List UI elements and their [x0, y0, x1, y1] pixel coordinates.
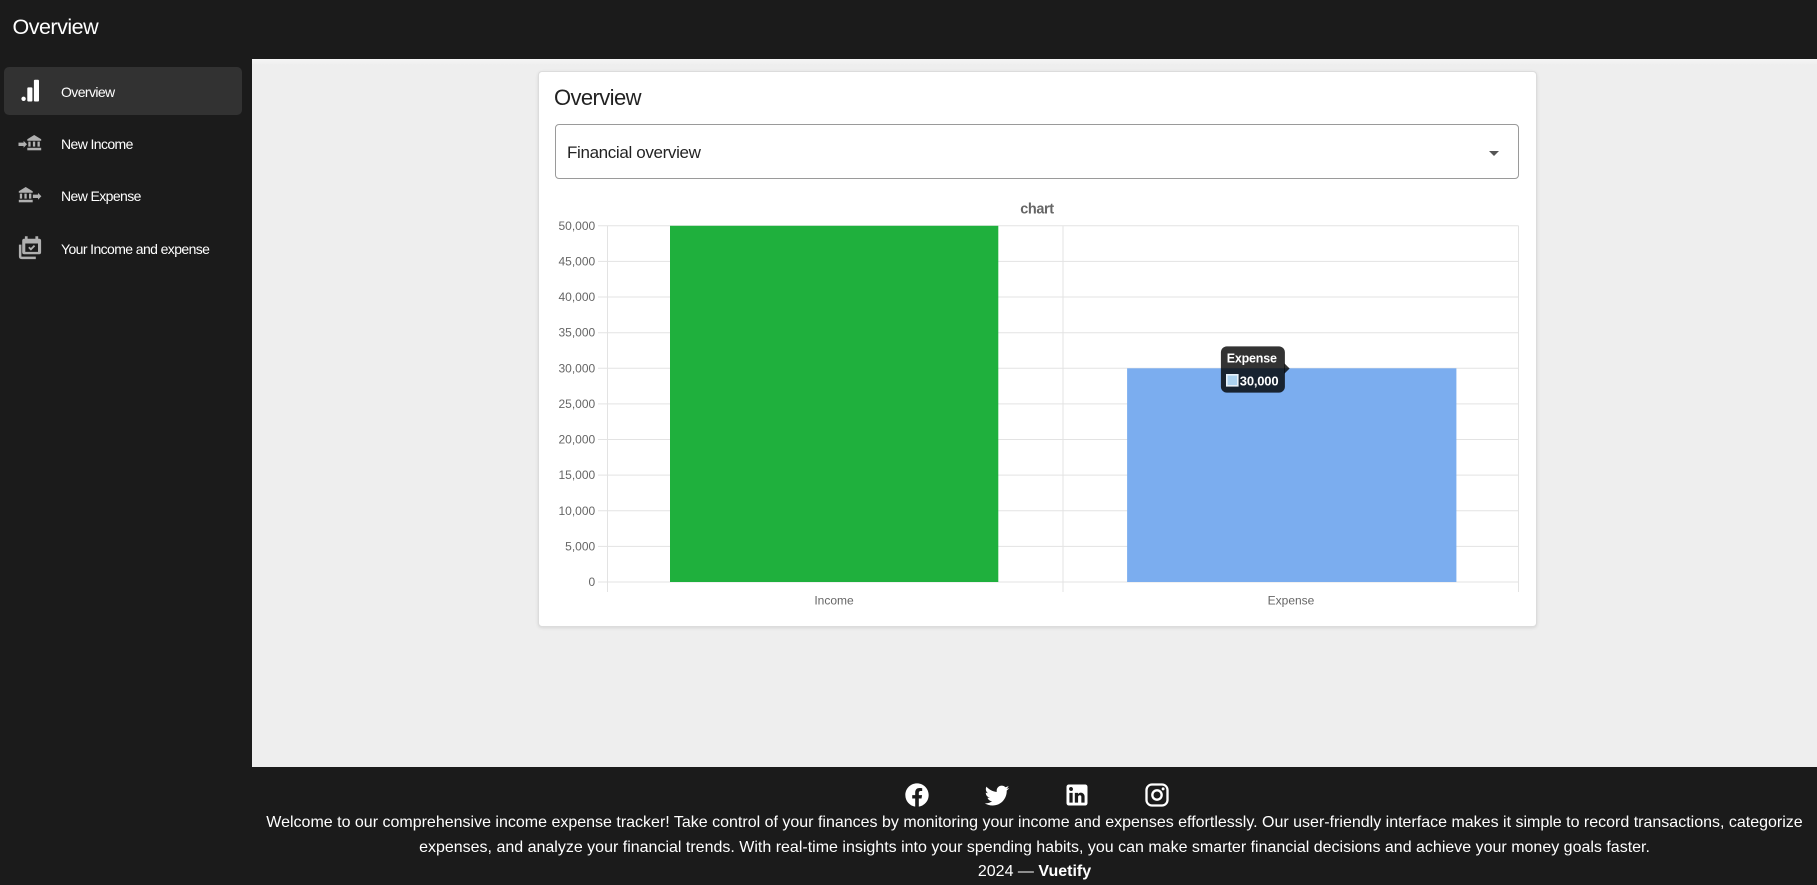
- svg-text:40,000: 40,000: [558, 290, 595, 304]
- svg-text:25,000: 25,000: [558, 397, 595, 411]
- svg-text:20,000: 20,000: [558, 433, 595, 447]
- svg-text:Expense: Expense: [1268, 594, 1315, 608]
- svg-text:Expense: Expense: [1227, 351, 1277, 365]
- svg-text:10,000: 10,000: [558, 504, 595, 518]
- svg-text:45,000: 45,000: [558, 254, 595, 268]
- svg-text:15,000: 15,000: [558, 468, 595, 482]
- svg-text:chart: chart: [1020, 202, 1054, 218]
- svg-text:35,000: 35,000: [558, 326, 595, 340]
- svg-text:5,000: 5,000: [565, 539, 595, 553]
- svg-text:30,000: 30,000: [558, 361, 595, 375]
- svg-text:30,000: 30,000: [1240, 374, 1279, 389]
- svg-text:50,000: 50,000: [558, 219, 595, 233]
- svg-text:0: 0: [589, 575, 596, 589]
- svg-text:Income: Income: [814, 594, 854, 608]
